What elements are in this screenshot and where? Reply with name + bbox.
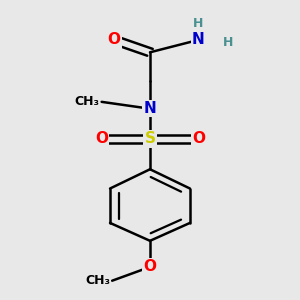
Text: N: N — [144, 101, 156, 116]
Text: H: H — [223, 36, 233, 49]
Text: O: O — [108, 32, 121, 47]
Text: O: O — [143, 260, 157, 274]
Text: O: O — [95, 131, 108, 146]
Text: CH₃: CH₃ — [74, 95, 100, 108]
Text: CH₃: CH₃ — [85, 274, 110, 287]
Text: H: H — [193, 17, 204, 30]
Text: S: S — [145, 131, 155, 146]
Text: N: N — [192, 32, 205, 47]
Text: O: O — [192, 131, 205, 146]
